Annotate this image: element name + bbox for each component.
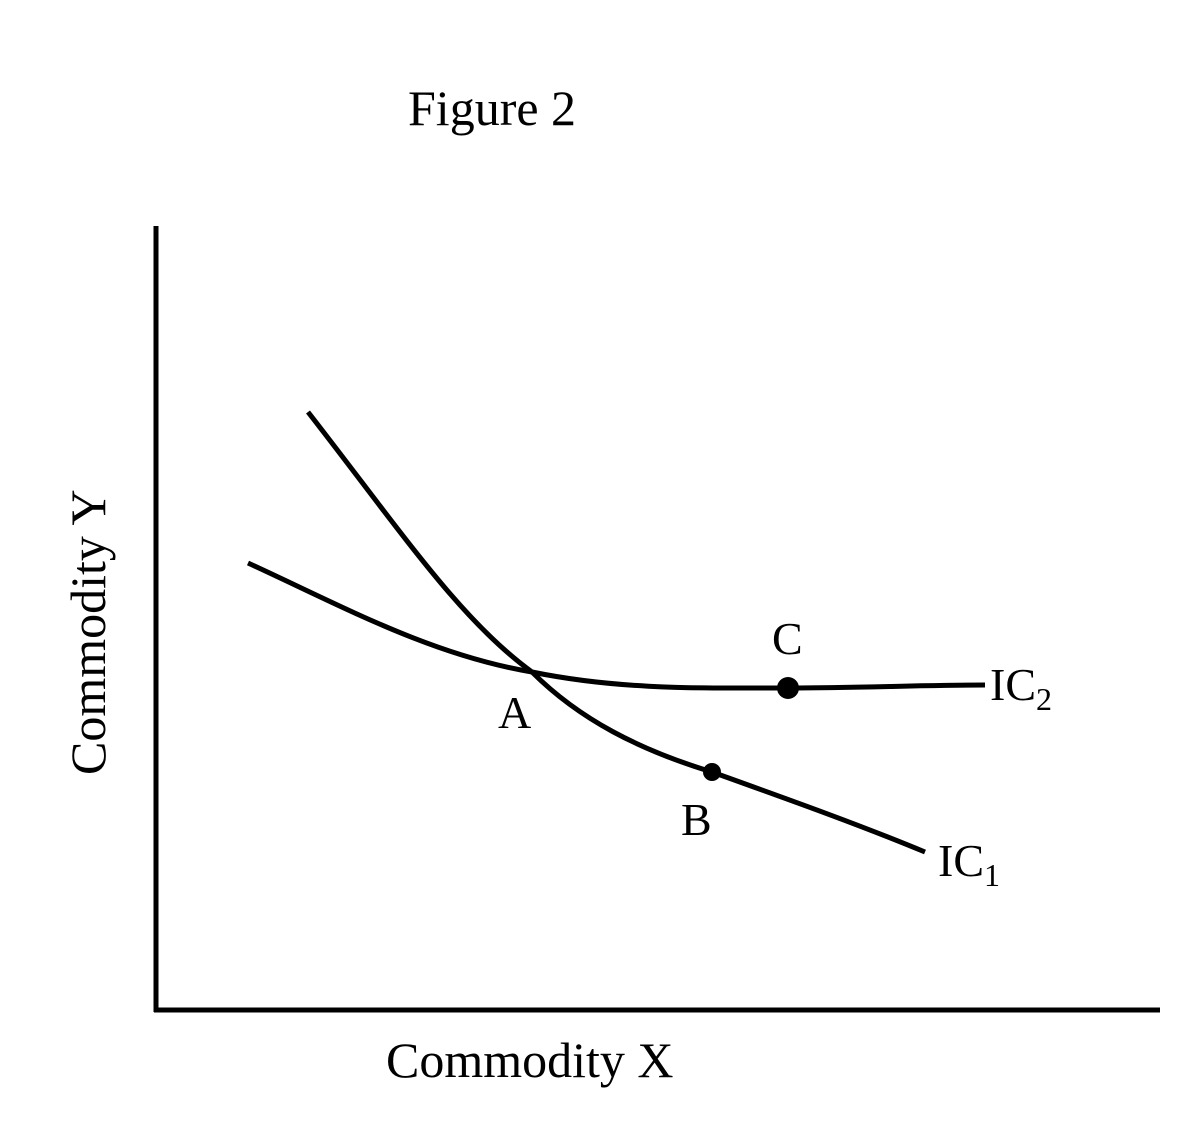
ic2-label: IC2 [990,659,1052,718]
point-b-label: B [681,794,712,845]
ic1-subscript: 1 [984,857,1000,893]
ic1-curve [306,410,926,855]
x-axis-label: Commodity X [386,1032,674,1088]
point-c-label: C [772,613,803,664]
ic2-subscript: 2 [1036,681,1052,717]
ic1-label: IC1 [938,835,1000,894]
ic2-label-text: IC [990,659,1036,710]
point-c-marker [777,677,799,699]
y-axis-label: Commodity Y [60,489,116,775]
point-b-marker [703,763,721,781]
figure-title: Figure 2 [408,80,577,136]
ic2-curve [246,560,986,691]
ic1-label-text: IC [938,835,984,886]
point-a-label: A [498,687,532,738]
